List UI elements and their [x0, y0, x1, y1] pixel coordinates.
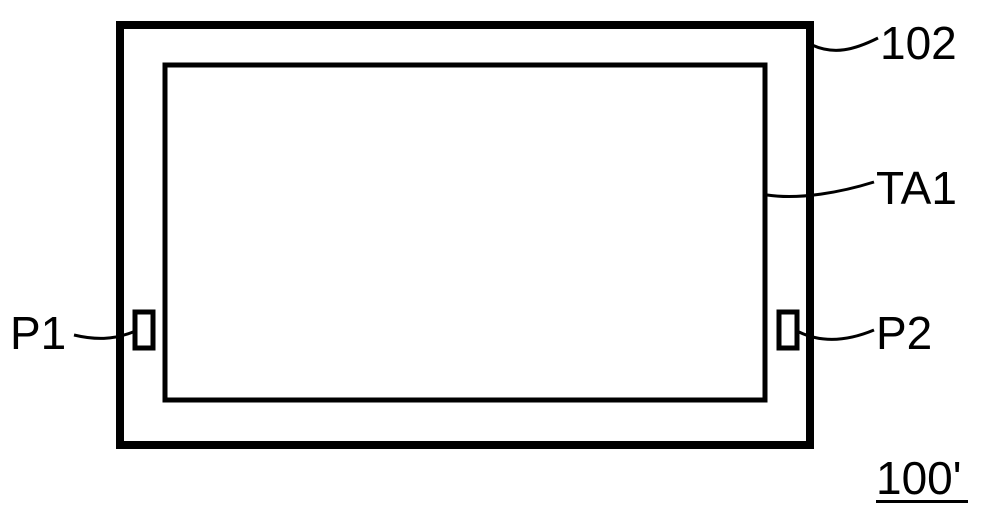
leader-p1 [74, 332, 133, 338]
leader-102 [812, 38, 878, 50]
pad-p1 [135, 312, 153, 348]
diagram-svg [0, 0, 1000, 520]
label-p1: P1 [10, 310, 66, 356]
label-ta1: TA1 [876, 165, 957, 211]
label-100p: 100' [876, 455, 962, 501]
underline-100p [876, 500, 968, 503]
inner-area [165, 65, 765, 400]
label-102: 102 [880, 20, 957, 66]
outer-frame [120, 25, 810, 445]
leader-ta1 [767, 182, 874, 197]
label-p2: P2 [876, 310, 932, 356]
pad-p2 [779, 312, 797, 348]
